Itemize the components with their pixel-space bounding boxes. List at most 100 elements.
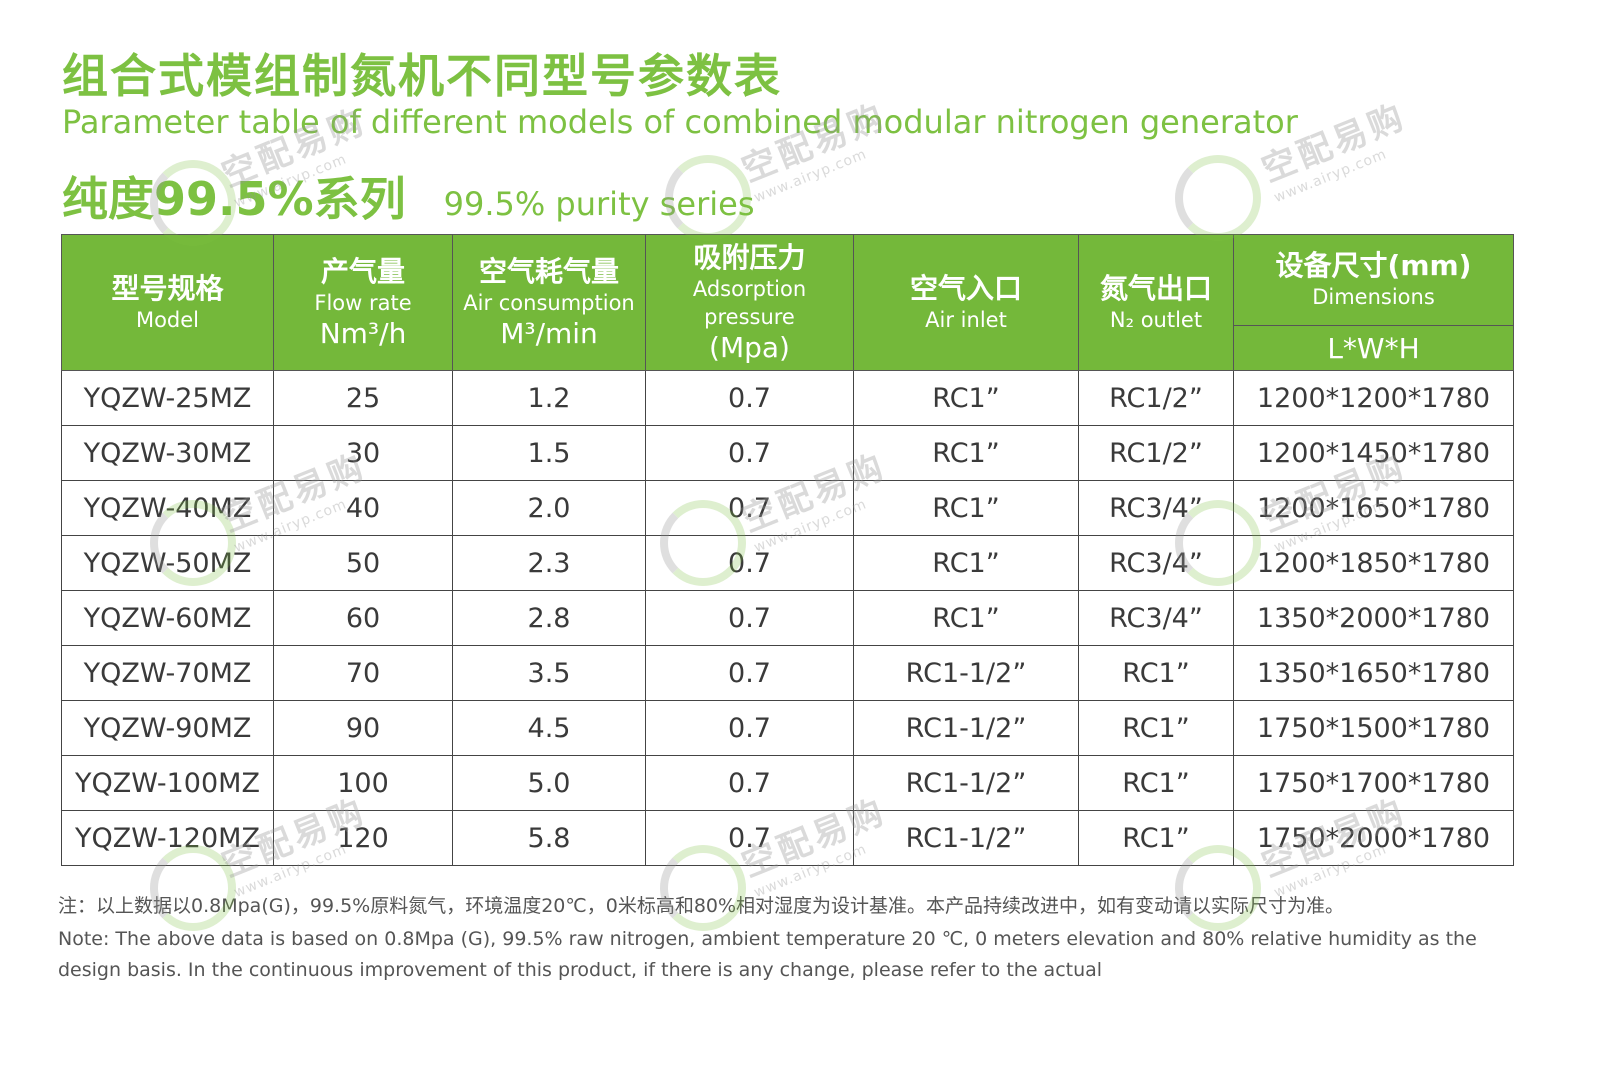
cell-dimensions: 1200*1200*1780 <box>1233 370 1514 426</box>
cell-pressure: 0.7 <box>645 535 854 591</box>
header-model-en: Model <box>135 307 200 332</box>
cell-flow-rate: 70 <box>273 645 453 701</box>
header-n2-outlet: 氮气出口 N₂ outlet <box>1078 234 1234 371</box>
table-body: YQZW-25MZ 25 1.2 0.7 RC1” RC1/2” 1200*1200*178… <box>61 370 1514 866</box>
cell-pressure: 0.7 <box>645 480 854 536</box>
header-model: 型号规格 Model <box>61 234 274 371</box>
series-title-en: 99.5% purity series <box>443 185 755 223</box>
cell-air-consumption: 2.8 <box>452 590 646 646</box>
table-row: YQZW-60MZ 60 2.8 0.7 RC1” RC3/4” 1350*2000*178… <box>61 590 1514 646</box>
series-title-cn: 纯度99.5%系列 <box>62 172 406 226</box>
cell-flow-rate: 90 <box>273 700 453 756</box>
watermark-logo-icon <box>1175 155 1261 241</box>
table-row: YQZW-120MZ 120 5.8 0.7 RC1-1/2” RC1” 1750*2000… <box>61 810 1514 866</box>
header-pressure-cn: 吸附压力 <box>693 240 806 274</box>
note-cn: 注：以上数据以0.8Mpa(G)，99.5%原料氮气，环境温度20℃，0米标高和… <box>58 895 1345 917</box>
cell-air-consumption: 1.2 <box>452 370 646 426</box>
cell-air-consumption: 2.0 <box>452 480 646 536</box>
cell-n2-outlet: RC1” <box>1078 645 1234 701</box>
header-dimensions-en: Dimensions <box>1312 285 1435 309</box>
cell-n2-outlet: RC1” <box>1078 700 1234 756</box>
cell-n2-outlet: RC3/4” <box>1078 480 1234 536</box>
cell-air-consumption: 4.5 <box>452 700 646 756</box>
series-heading: 纯度99.5%系列 99.5% purity series <box>62 163 754 229</box>
header-model-cn: 型号规格 <box>111 271 224 305</box>
cell-air-inlet: RC1” <box>853 370 1079 426</box>
watermark-url: www.airyp.com <box>751 146 870 207</box>
cell-flow-rate: 25 <box>273 370 453 426</box>
cell-n2-outlet: RC1” <box>1078 755 1234 811</box>
cell-air-inlet: RC1” <box>853 535 1079 591</box>
cell-dimensions: 1750*2000*1780 <box>1233 810 1514 866</box>
table-row: YQZW-25MZ 25 1.2 0.7 RC1” RC1/2” 1200*1200*178… <box>61 370 1514 426</box>
header-flow-en: Flow rate <box>314 290 412 315</box>
header-pressure-en: Adsorption pressure <box>692 276 807 329</box>
cell-flow-rate: 120 <box>273 810 453 866</box>
header-flow: 产气量 Flow rate Nm³/h <box>273 234 453 371</box>
cell-pressure: 0.7 <box>645 590 854 646</box>
cell-air-inlet: RC1-1/2” <box>853 810 1079 866</box>
header-pressure-unit: (Mpa) <box>709 330 790 364</box>
cell-n2-outlet: RC1” <box>1078 810 1234 866</box>
cell-dimensions: 1350*2000*1780 <box>1233 590 1514 646</box>
cell-pressure: 0.7 <box>645 425 854 481</box>
cell-flow-rate: 60 <box>273 590 453 646</box>
note-en: Note: The above data is based on 0.8Mpa … <box>58 928 1477 981</box>
table-row: YQZW-50MZ 50 2.3 0.7 RC1” RC3/4” 1200*1850*178… <box>61 535 1514 591</box>
cell-air-consumption: 5.8 <box>452 810 646 866</box>
header-n2-outlet-cn: 氮气出口 <box>1099 271 1212 305</box>
table-row: YQZW-100MZ 100 5.0 0.7 RC1-1/2” RC1” 1750*1700… <box>61 755 1514 811</box>
cell-model: YQZW-30MZ <box>61 425 274 481</box>
cell-air-inlet: RC1-1/2” <box>853 700 1079 756</box>
header-air-consumption: 空气耗气量 Air consumption M³/min <box>452 234 646 371</box>
cell-air-consumption: 5.0 <box>452 755 646 811</box>
cell-dimensions: 1350*1650*1780 <box>1233 645 1514 701</box>
cell-dimensions: 1200*1450*1780 <box>1233 425 1514 481</box>
header-dimensions-sub: L*W*H <box>1233 325 1514 371</box>
parameter-table: 型号规格 Model 产气量 Flow rate Nm³/h 空气耗气量 Air… <box>61 234 1514 866</box>
cell-pressure: 0.7 <box>645 700 854 756</box>
cell-model: YQZW-60MZ <box>61 590 274 646</box>
cell-n2-outlet: RC1/2” <box>1078 370 1234 426</box>
header-air-inlet-en: Air inlet <box>925 307 1007 332</box>
cell-n2-outlet: RC3/4” <box>1078 590 1234 646</box>
watermark-url: www.airyp.com <box>1271 146 1390 207</box>
table-row: YQZW-40MZ 40 2.0 0.7 RC1” RC3/4” 1200*1650*178… <box>61 480 1514 536</box>
cell-dimensions: 1750*1500*1780 <box>1233 700 1514 756</box>
page-title-en: Parameter table of different models of c… <box>62 103 1298 141</box>
table-row: YQZW-30MZ 30 1.5 0.7 RC1” RC1/2” 1200*1450*178… <box>61 425 1514 481</box>
cell-pressure: 0.7 <box>645 645 854 701</box>
cell-air-consumption: 3.5 <box>452 645 646 701</box>
table-row: YQZW-90MZ 90 4.5 0.7 RC1-1/2” RC1” 1750*1500*1… <box>61 700 1514 756</box>
header-flow-cn: 产气量 <box>320 254 405 288</box>
cell-model: YQZW-25MZ <box>61 370 274 426</box>
cell-air-consumption: 2.3 <box>452 535 646 591</box>
cell-pressure: 0.7 <box>645 755 854 811</box>
cell-model: YQZW-70MZ <box>61 645 274 701</box>
header-air-inlet: 空气入口 Air inlet <box>853 234 1079 371</box>
cell-model: YQZW-50MZ <box>61 535 274 591</box>
cell-air-inlet: RC1-1/2” <box>853 755 1079 811</box>
cell-pressure: 0.7 <box>645 810 854 866</box>
cell-air-inlet: RC1” <box>853 480 1079 536</box>
page-title-cn: 组合式模组制氮机不同型号参数表 <box>62 49 782 103</box>
cell-flow-rate: 50 <box>273 535 453 591</box>
header-air-consumption-unit: M³/min <box>500 316 598 350</box>
cell-model: YQZW-90MZ <box>61 700 274 756</box>
header-n2-outlet-en: N₂ outlet <box>1109 307 1203 332</box>
header-air-consumption-cn: 空气耗气量 <box>478 254 619 288</box>
header-dimensions: 设备尺寸(mm) Dimensions <box>1233 234 1514 326</box>
cell-pressure: 0.7 <box>645 370 854 426</box>
cell-air-consumption: 1.5 <box>452 425 646 481</box>
cell-model: YQZW-120MZ <box>61 810 274 866</box>
cell-n2-outlet: RC1/2” <box>1078 425 1234 481</box>
header-pressure: 吸附压力 Adsorption pressure (Mpa) <box>645 234 854 371</box>
header-flow-unit: Nm³/h <box>319 316 407 350</box>
cell-air-inlet: RC1-1/2” <box>853 645 1079 701</box>
cell-flow-rate: 100 <box>273 755 453 811</box>
header-dimensions-cn: 设备尺寸(mm) <box>1275 249 1472 282</box>
cell-air-inlet: RC1” <box>853 590 1079 646</box>
header-air-inlet-cn: 空气入口 <box>909 271 1022 305</box>
cell-model: YQZW-100MZ <box>61 755 274 811</box>
table-row: YQZW-70MZ 70 3.5 0.7 RC1-1/2” RC1” 1350*1650*1… <box>61 645 1514 701</box>
